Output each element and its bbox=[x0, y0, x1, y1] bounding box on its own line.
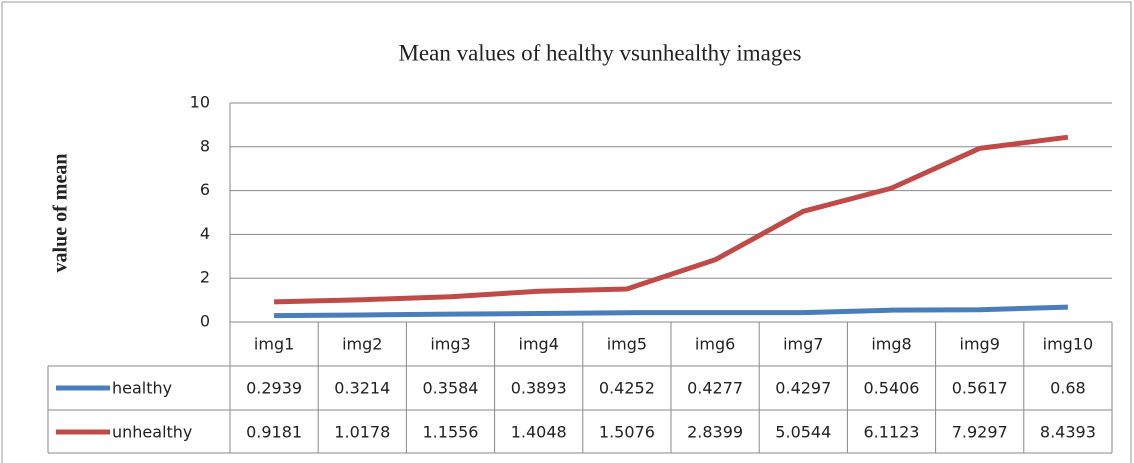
y-tick-label: 0 bbox=[200, 312, 210, 331]
series-line bbox=[274, 134, 1069, 305]
table-value: 1.0178 bbox=[334, 423, 390, 442]
x-tick-label: img3 bbox=[430, 335, 470, 354]
y-tick-label: 4 bbox=[200, 224, 210, 243]
chart-title: Mean values of healthy vsunhealthy image… bbox=[398, 40, 801, 65]
x-tick-label: img2 bbox=[342, 335, 382, 354]
y-axis-label: value of mean bbox=[50, 154, 72, 273]
x-tick-label: img7 bbox=[783, 335, 823, 354]
table-value: 0.5406 bbox=[864, 379, 920, 398]
table-value: 7.9297 bbox=[952, 423, 1008, 442]
table-value: 0.68 bbox=[1050, 379, 1086, 398]
table-value: 5.0544 bbox=[775, 423, 831, 442]
table-value: 1.1556 bbox=[423, 423, 479, 442]
x-tick-label: img10 bbox=[1043, 335, 1094, 354]
y-tick-label: 8 bbox=[200, 136, 210, 155]
x-tick-label: img5 bbox=[607, 335, 647, 354]
table-value: 2.8399 bbox=[687, 423, 743, 442]
table-value: 8.4393 bbox=[1040, 423, 1096, 442]
table-value: 6.1123 bbox=[864, 423, 920, 442]
y-tick-label: 2 bbox=[200, 268, 210, 287]
table-value: 0.3214 bbox=[334, 379, 390, 398]
x-tick-label: img6 bbox=[695, 335, 735, 354]
series-line bbox=[274, 304, 1068, 319]
table-value: 0.5617 bbox=[952, 379, 1008, 398]
x-tick-label: img8 bbox=[871, 335, 911, 354]
table-value: 1.4048 bbox=[511, 423, 567, 442]
legend-label: unhealthy bbox=[112, 423, 192, 442]
table-value: 0.4252 bbox=[599, 379, 655, 398]
y-tick-label: 10 bbox=[190, 93, 210, 112]
table-value: 0.3893 bbox=[511, 379, 567, 398]
table-value: 0.4277 bbox=[687, 379, 743, 398]
x-tick-label: img1 bbox=[254, 335, 294, 354]
table-value: 0.2939 bbox=[246, 379, 302, 398]
x-tick-label: img9 bbox=[960, 335, 1000, 354]
table-value: 1.5076 bbox=[599, 423, 655, 442]
legend-label: healthy bbox=[112, 379, 172, 398]
table-value: 0.3584 bbox=[423, 379, 479, 398]
y-tick-label: 6 bbox=[200, 180, 210, 199]
table-value: 0.9181 bbox=[246, 423, 302, 442]
x-tick-label: img4 bbox=[519, 335, 559, 354]
table-value: 0.4297 bbox=[775, 379, 831, 398]
